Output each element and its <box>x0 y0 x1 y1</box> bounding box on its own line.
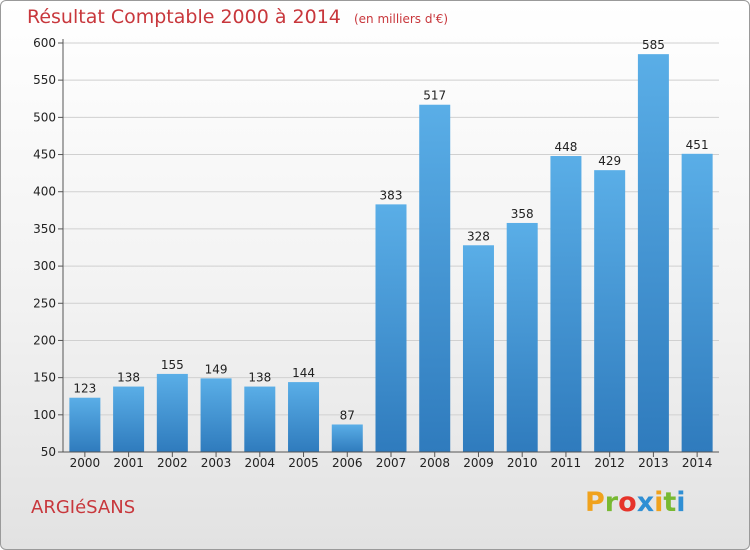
x-tick-label: 2007 <box>376 456 407 470</box>
x-tick-label: 2013 <box>638 456 669 470</box>
y-tick-label: 150 <box>33 371 56 385</box>
bar <box>331 424 363 452</box>
bar <box>156 373 188 452</box>
y-tick-label: 400 <box>33 185 56 199</box>
bar <box>375 204 407 452</box>
y-tick-label: 200 <box>33 333 56 347</box>
bar <box>462 245 494 452</box>
x-tick-label: 2000 <box>70 456 101 470</box>
bar <box>419 104 451 453</box>
logo-letter: i <box>676 487 686 518</box>
bar-value-label: 328 <box>467 229 490 243</box>
bar-value-label: 138 <box>248 371 271 385</box>
bar-value-label: 448 <box>554 140 577 154</box>
x-tick-label: 2010 <box>507 456 538 470</box>
x-tick-label: 2011 <box>551 456 582 470</box>
bar <box>200 378 232 452</box>
bar <box>69 397 101 452</box>
bar <box>594 170 626 453</box>
chart-subtitle: (en milliers d'€) <box>353 12 449 26</box>
y-tick-label: 550 <box>33 73 56 87</box>
logo-letter: t <box>663 487 677 518</box>
y-tick-label: 500 <box>33 110 56 124</box>
y-tick-label: 350 <box>33 222 56 236</box>
y-tick-label: 100 <box>33 408 56 422</box>
logo-letter: x <box>636 487 655 518</box>
y-tick-label: 250 <box>33 296 56 310</box>
bar-value-label: 155 <box>161 358 184 372</box>
label-layer: 123 138 155 149 138 144 87 383 517 328 358 448 429 58… <box>73 38 708 422</box>
bar-value-label: 123 <box>73 382 96 396</box>
bar-value-label: 144 <box>292 366 315 380</box>
y-tick-label: 600 <box>33 36 56 50</box>
axis-layer: 50 100 150 200 250 300 350 400 450 500 550 600 2000 2… <box>33 36 719 470</box>
x-tick-label: 2001 <box>113 456 144 470</box>
x-tick-label: 2006 <box>332 456 363 470</box>
logo-letter: r <box>604 487 619 518</box>
x-tick-label: 2009 <box>463 456 494 470</box>
y-tick-label: 300 <box>33 259 56 273</box>
bar-value-label: 451 <box>686 138 709 152</box>
bar-value-label: 429 <box>598 154 621 168</box>
x-tick-label: 2005 <box>288 456 319 470</box>
bar <box>113 386 145 452</box>
logo-letter: P <box>585 487 605 518</box>
chart-title: Résultat Comptable 2000 à 2014 <box>27 6 341 28</box>
bar <box>637 54 669 453</box>
y-tick-label: 50 <box>41 445 56 459</box>
bar-value-label: 149 <box>205 362 228 376</box>
x-tick-label: 2003 <box>201 456 232 470</box>
x-tick-label: 2008 <box>419 456 450 470</box>
commune-name: ARGIéSANS <box>31 497 136 518</box>
x-tick-label: 2014 <box>682 456 713 470</box>
y-tick-label: 450 <box>33 148 56 162</box>
bar <box>506 222 538 452</box>
proxiti-logo: Proxiti <box>585 487 686 518</box>
bar-value-label: 358 <box>511 207 534 221</box>
bar <box>244 386 276 452</box>
bar-value-label: 585 <box>642 38 665 52</box>
bar-value-label: 383 <box>380 188 403 202</box>
logo-letter: i <box>654 487 664 518</box>
bar-layer <box>69 54 713 453</box>
x-tick-label: 2002 <box>157 456 188 470</box>
bar <box>288 382 320 452</box>
logo-letter: o <box>618 487 637 518</box>
bar-value-label: 517 <box>423 89 446 103</box>
bar <box>550 156 582 453</box>
title-row: Résultat Comptable 2000 à 2014 (en milli… <box>27 6 448 28</box>
bar <box>681 153 713 452</box>
x-tick-label: 2004 <box>245 456 276 470</box>
x-tick-label: 2012 <box>594 456 625 470</box>
bar-value-label: 87 <box>340 408 355 422</box>
bar-value-label: 138 <box>117 371 140 385</box>
